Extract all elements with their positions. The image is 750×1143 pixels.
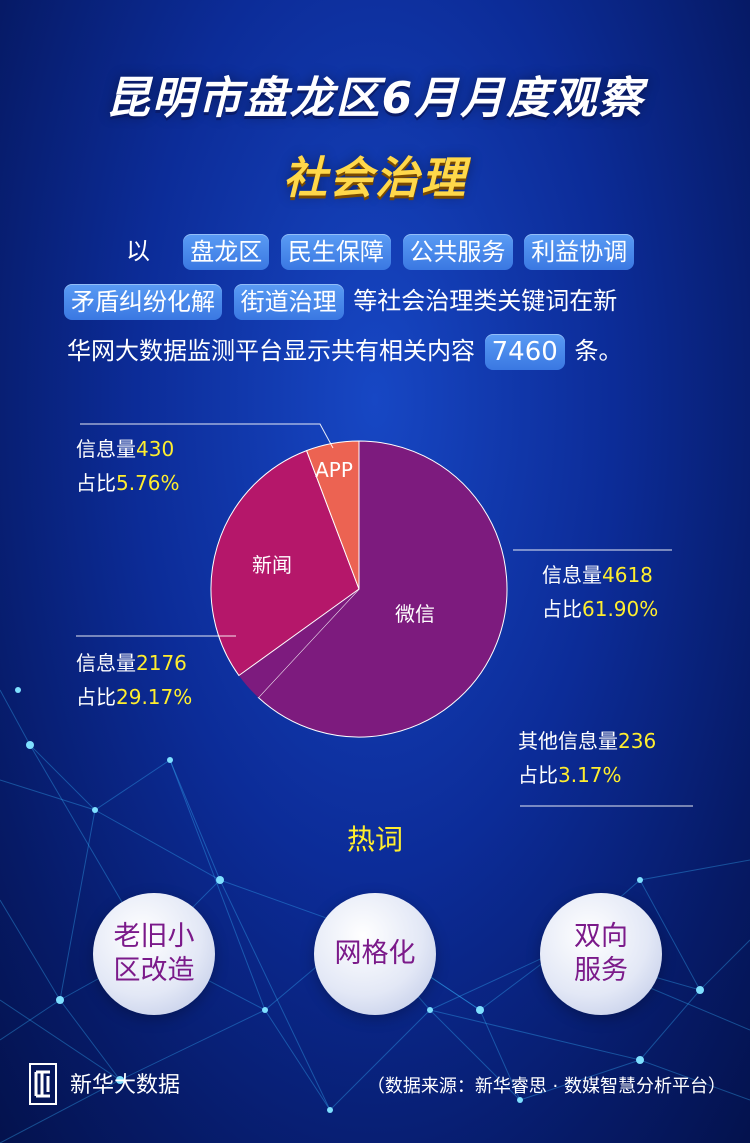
hotword-bubble: 老旧小 区改造 [93,893,215,1015]
page-subtitle: 社会治理 [283,153,467,204]
hotword-text: 双向 [574,921,628,952]
news-percent-label: 占比29.17% [76,685,192,709]
xinhua-logo-icon [29,1063,57,1105]
hotword-text: 服务 [574,955,628,986]
pie-slice-news [210,449,360,677]
total-count-badge: 7460 [484,334,565,370]
keyword-tag: 民生保障 [280,234,391,270]
keyword-tag: 利益协调 [524,234,635,270]
intro-line-1: 以 盘龙区 民生保障 公共服务 利益协调 [126,231,636,271]
keyword-tag: 公共服务 [402,234,513,270]
intro-line3-prefix: 华网大数据监测平台显示共有相关内容 [67,337,475,365]
intro-line-2: 矛盾纠纷化解 街道治理 等社会治理类关键词在新 [62,281,617,321]
news-count-label: 信息量2176 [76,651,187,675]
pie-slice-other [238,589,359,698]
keyword-tag: 街道治理 [233,284,344,320]
keyword-tag: 盘龙区 [183,234,270,270]
hotword-bubble: 双向 服务 [540,893,662,1015]
footer-brand: 新华大数据 [70,1073,181,1098]
slice-label-app: APP [315,458,353,482]
intro-line-3: 华网大数据监测平台显示共有相关内容 7460 条。 [67,331,622,371]
pie-slice-app [305,440,360,590]
hotword-text: 区改造 [113,955,195,986]
slice-label-news: 新闻 [252,553,292,577]
other-percent-label: 占比3.17% [518,763,622,787]
hotword-text: 老旧小 [113,921,195,952]
keyword-tag: 矛盾纠纷化解 [64,284,222,320]
hotword-text: 网格化 [334,938,416,969]
hotwords-title: 热词 [346,823,403,856]
intro-prefix: 以 [126,237,150,265]
intro-line2-suffix: 等社会治理类关键词在新 [353,287,618,315]
hotword-bubble: 网格化 [314,893,436,1015]
app-leader-line [80,423,334,449]
footer-source: （数据来源：新华睿思 · 数媒智慧分析平台） [366,1076,726,1097]
page-title: 昆明市盘龙区6月月度观察 [105,73,645,124]
pie-slice-wechat [257,440,508,738]
slice-label-wechat: 微信 [395,602,435,626]
intro-line3-suffix: 条。 [574,337,623,365]
wechat-percent-label: 占比61.90% [542,597,658,621]
wechat-count-label: 信息量4618 [542,563,653,587]
app-count-label: 信息量430 [76,437,174,461]
other-count-label: 其他信息量236 [518,729,656,753]
app-percent-label: 占比5.76% [76,471,180,495]
